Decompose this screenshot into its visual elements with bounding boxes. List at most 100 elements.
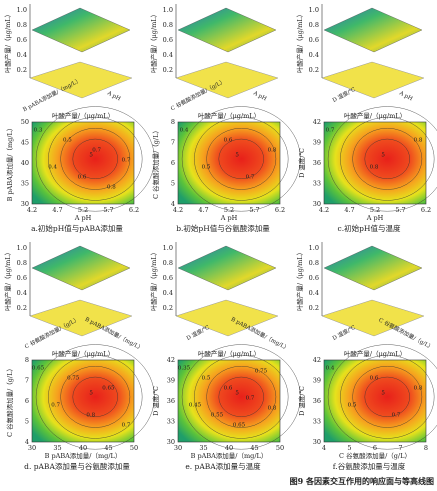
- contour-field: [31, 359, 135, 443]
- x-axis-label: A pH: [366, 214, 384, 222]
- y-tick-label: 36: [313, 397, 321, 405]
- contour-title: 叶酸产量/（μg/mL）: [52, 349, 114, 358]
- y-tick-label: 39: [313, 377, 321, 385]
- panel-caption: c.初始pH值与温度: [338, 223, 401, 233]
- contour-title: 叶酸产量/（μg/mL）: [198, 349, 260, 358]
- contour-line: [206, 366, 277, 428]
- contour-line: [181, 106, 301, 212]
- contour-line: [60, 128, 131, 190]
- contour-level-label: 0.5: [63, 138, 72, 144]
- z-tick-label: 0.4: [309, 289, 319, 297]
- contour-level-label: 0.65: [233, 423, 246, 429]
- z-tick-label: 0.6: [309, 36, 319, 44]
- contour-title: 叶酸产量/（μg/mL）: [52, 111, 114, 120]
- surface: [177, 7, 277, 53]
- x-tick-label: 5.7: [395, 206, 405, 214]
- base-plane: [321, 61, 425, 99]
- z-axis-label: 叶酸产量/（μg/mL）: [295, 11, 304, 73]
- surface: [177, 245, 277, 291]
- contour-level-label: 0.7: [122, 423, 131, 429]
- contour-level-label: 0.5: [202, 376, 211, 382]
- contour-line: [218, 138, 264, 179]
- x-tick-label: 8: [424, 444, 428, 452]
- contour-line: [72, 138, 118, 179]
- z-axis-label: 叶酸产量/（μg/mL）: [149, 11, 158, 73]
- y-tick-label: 8: [171, 118, 175, 126]
- y-tick-label: 39: [167, 377, 175, 385]
- design-point-label: 5: [235, 390, 239, 396]
- z-tick-label: 0.6: [17, 274, 27, 282]
- contour-level-label: 0.8: [370, 165, 379, 171]
- x-tick-label: 4.2: [319, 206, 329, 214]
- y-tick-label: 40: [21, 159, 29, 167]
- z-tick-label: 0.4: [163, 289, 173, 297]
- contour-field: [323, 121, 427, 205]
- contour-level-label: 0.35: [178, 366, 191, 372]
- x-tick-label: 7: [398, 444, 402, 452]
- z-tick-label: 1.0: [17, 244, 27, 252]
- contour-line: [364, 138, 410, 179]
- panel-caption: d. pABA添加量与谷氨酸添加量: [24, 461, 130, 471]
- y-tick-label: 33: [313, 180, 321, 188]
- y-tick-label: 36: [313, 159, 321, 167]
- z-tick-label: 0.4: [163, 51, 173, 59]
- panel-caption: b.初始pH值与谷氨酸添加量: [176, 223, 270, 233]
- contour-level-label: 0.6: [224, 386, 233, 392]
- y-tick-label: 30: [167, 438, 175, 446]
- y-tick-label: 4: [25, 438, 29, 446]
- z-tick-label: 1.0: [309, 6, 319, 14]
- contour-level-label: 0.4: [180, 128, 189, 134]
- x-axis-label: B pABA添加量/（mg/L）: [45, 451, 122, 460]
- panel-caption: a.初始pH值与pABA添加量: [31, 223, 123, 233]
- x-tick-label: 5.7: [249, 206, 259, 214]
- z-tick-label: 0.6: [163, 274, 173, 282]
- contour-line: [352, 128, 423, 190]
- contour-line: [60, 366, 131, 428]
- contour-level-label: 0.8: [107, 185, 116, 191]
- y-axis-label: D 温度/℃: [297, 148, 306, 178]
- surface-y-label: D 温度/℃: [185, 323, 211, 342]
- contour-level-label: 0.75: [67, 376, 80, 382]
- contour-line: [194, 117, 289, 201]
- x-tick-label: 4.2: [173, 206, 183, 214]
- x-tick-label: 45: [104, 444, 112, 452]
- x-tick-label: 30: [28, 444, 36, 452]
- panel: 0.2 0.4 0.6 0.8 1.0 叶酸产量/（μg/mL） C 谷氨酸添加量/（g/L…: [3, 242, 155, 471]
- y-tick-label: 50: [21, 118, 29, 126]
- contour-level-label: 0.5: [202, 165, 211, 171]
- x-tick-label: 40: [79, 444, 87, 452]
- base-plane: [29, 61, 133, 99]
- contour-line: [340, 117, 435, 201]
- contour-line: [327, 344, 437, 450]
- y-axis-label: D 温度/℃: [297, 386, 306, 416]
- x-axis-label: A pH: [220, 214, 238, 222]
- base-plane: [29, 299, 133, 337]
- y-tick-label: 30: [313, 200, 321, 208]
- z-tick-label: 0.6: [309, 274, 319, 282]
- contour-field: [177, 121, 281, 205]
- y-tick-label: 7: [25, 377, 29, 385]
- surface: [323, 7, 423, 53]
- contour-level-label: 0.7: [122, 158, 131, 164]
- contour-line: [194, 355, 289, 439]
- contour-level-label: 0.8: [268, 406, 277, 412]
- y-tick-label: 33: [313, 418, 321, 426]
- contour-level-label: 0.6: [224, 138, 233, 144]
- panel-caption: f.谷氨酸添加量与温度: [333, 461, 406, 471]
- surface: [31, 7, 131, 53]
- surface-x-label: A pH: [397, 90, 413, 102]
- z-tick-label: 0.2: [17, 304, 27, 312]
- y-axis-label: C 谷氨酸添加量/（g/L）: [5, 365, 14, 437]
- contour-level-label: 0.65: [32, 366, 45, 372]
- design-point-label: 5: [381, 152, 385, 158]
- contour-line: [218, 376, 264, 417]
- x-tick-label: 6.2: [275, 206, 285, 214]
- contour-line: [352, 366, 423, 428]
- x-tick-label: 35: [199, 444, 207, 452]
- x-tick-label: 30: [174, 444, 182, 452]
- x-tick-label: 50: [276, 444, 284, 452]
- y-tick-label: 30: [21, 200, 29, 208]
- z-axis-label: 叶酸产量/（μg/mL）: [3, 249, 12, 311]
- y-tick-label: 5: [25, 418, 29, 426]
- x-tick-label: 4.7: [52, 206, 62, 214]
